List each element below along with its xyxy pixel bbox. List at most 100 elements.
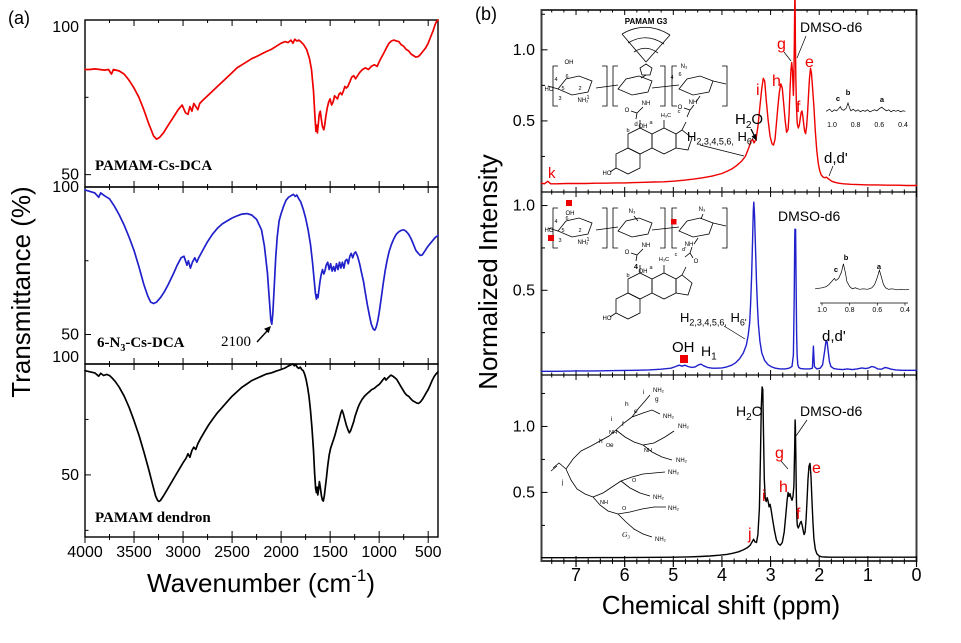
label-6n3-main: 6-N (97, 335, 120, 351)
ftir-xtick-label: 3500 (116, 544, 152, 561)
acetyl-d-label: d (634, 122, 637, 128)
nmr-yaxis-title: Normalized Intensity (473, 154, 503, 390)
nmr-annotations-red: k i h g f e DMSO-d6 d,d' H2O H2,3,4,5,6,… (548, 19, 862, 182)
inset-trace (825, 101, 906, 113)
peak-label-h-black: h (779, 479, 788, 496)
nmr-xtick-label: 2 (814, 565, 824, 585)
dendron-i-2: i (611, 416, 612, 423)
ring-num-1: 1 (586, 95, 589, 101)
peak-label-g-red: g (777, 36, 786, 53)
mid-oh-label: OH (566, 211, 575, 217)
dendron-nh-2: NH (644, 448, 652, 454)
mid-num-4: 4 (554, 219, 557, 225)
acetyl-bonds (630, 106, 644, 120)
nmr-xtick-label: 4 (717, 565, 727, 585)
dendrimer-proton-letters: i g h e i f h e j (561, 389, 659, 486)
peak-label-e-black: e (812, 460, 821, 477)
ftir-annotation-2100: 2100 (221, 334, 251, 350)
nmr-ytick-label: 1.0 (513, 198, 535, 215)
hs2-h1: H (680, 310, 689, 325)
dmso-label-blue: DMSO-d6 (778, 208, 840, 224)
h2o3-h: H (736, 403, 746, 419)
structure-pamam-cs-dca: PAMAM G3 OH HO NH₂ 4 6 5 2 3 1 4 6 NH (545, 17, 728, 177)
nh2-terminal-8: NH₂ (655, 537, 667, 543)
hs2-s1: 2,3,4,5,6, (689, 318, 727, 328)
red-square-ho (548, 235, 554, 241)
annotation-2100-arrowhead (264, 326, 271, 334)
mid-steroid-b: b (626, 273, 629, 279)
dendrimer-terminal-labels: NH₂ NH₂ NH₂ NH₂ NH₂ NH₂ NH₂ NH₂ NH NH NH… (600, 388, 690, 543)
h1-h: H (701, 343, 711, 359)
repeat-unit-brackets (552, 65, 728, 107)
pamam-g3-cone-label: PAMAM G3 (625, 17, 668, 26)
callout-hsugar-red (699, 144, 745, 157)
mid-azide-bond-1 (633, 215, 639, 222)
nh2-terminal-7: NH₂ (668, 506, 680, 512)
inset-peak-label-b: b (846, 88, 851, 97)
deoxycholic-acid-skeleton (609, 119, 693, 175)
hs-s1: 2,3,4,5,6, (696, 137, 734, 147)
ftir-frame-bottom (84, 363, 439, 538)
ho-label: HO (545, 87, 554, 93)
h2o-arrowhead-red (751, 133, 757, 141)
dendrimer-skeleton (550, 394, 675, 538)
oh-red-square-marker (680, 355, 688, 363)
nmr-xtick-label: 0 (911, 565, 921, 585)
inset-peak-label-a: a (880, 95, 885, 104)
label-6n3-subscript: 3 (120, 343, 125, 354)
inset-tick-label: 0.6 (874, 122, 884, 129)
steroid-h3c-label: H₃C (661, 113, 671, 119)
nh2-terminal-6: NH₂ (653, 495, 665, 501)
annotation-2100-arrow-line (256, 329, 269, 343)
mid-nh2-label: NH₂ (578, 240, 590, 246)
mid-azide-bond-2 (700, 213, 704, 220)
ftir-ytick-label: 100 (52, 19, 79, 36)
inset-tick-label: 1.0 (827, 122, 837, 129)
nmr-inset-0: 1.0 0.8 0.6 0.4 cb a (825, 88, 908, 129)
ring-num-5: 5 (561, 86, 564, 92)
ftir-series-label-6n3-cs-dca: 6-N3-Cs-DCA (97, 335, 185, 354)
ring-num-4: 4 (554, 77, 557, 83)
mid-num-1: 1 (586, 237, 589, 243)
callout-dd-red (828, 165, 834, 177)
peak-label-e-red: e (805, 54, 814, 71)
nmr-curve-1 (540, 201, 918, 372)
inset-peak-label-c: c (834, 265, 838, 274)
triazole-ring-icon (639, 63, 653, 76)
ftir-xtick-label: 1000 (361, 544, 397, 561)
callout-g-black (780, 460, 789, 470)
ring3-num-6: 6 (678, 72, 681, 78)
red-square-ring3 (671, 219, 677, 225)
nmr-ytick-label: 0.5 (513, 113, 535, 130)
azide-label: N₃ (681, 64, 688, 70)
steroid-b-label: b (626, 128, 629, 134)
inset-peak-label-b: b (844, 253, 849, 262)
ftir-xtick-label: 2500 (214, 544, 250, 561)
nmr-xtick-label: 6 (620, 565, 630, 585)
mid-chain-nh: NH (685, 242, 694, 248)
red-square-oh (566, 200, 572, 206)
mid-sugar-ring-2 (617, 217, 653, 238)
inset-tick-label: 0.4 (898, 122, 908, 129)
chain-o-label: O (678, 105, 683, 111)
mid-chain-bonds (684, 237, 699, 259)
steroid-a-label: a (649, 120, 653, 126)
steroid-c-label: c (678, 109, 681, 115)
ftir-yaxis-title: Transmittance (%) (6, 186, 36, 397)
mid-steroid-oh: OH (639, 269, 648, 275)
ftir-curve-1 (84, 189, 439, 331)
ftir-series-label-pamam-cs-dca: PAMAM-Cs-DCA (95, 158, 212, 174)
nh2-terminal-3: NH₂ (678, 424, 690, 430)
mid-label-4: 4 (634, 264, 638, 271)
chain-nh-label: NH (689, 100, 698, 106)
callout-hsugar-blue (723, 325, 746, 340)
label-6n3-tail: -Cs-DCA (125, 335, 184, 351)
ftir-ytick-label: 100 (52, 179, 79, 196)
nmr-outer-frame (540, 9, 918, 562)
mid-ring-numbers: 4 6 5 2 3 1 (554, 216, 589, 244)
mid-num-2: 2 (578, 228, 581, 234)
nmr-ticks (541, 10, 918, 567)
ring3-num-4: 4 (670, 75, 673, 81)
